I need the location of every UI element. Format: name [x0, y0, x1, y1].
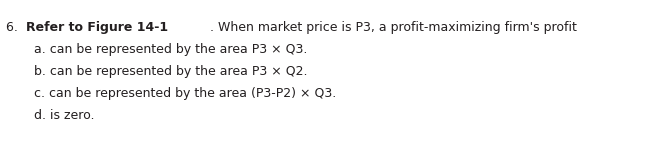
Text: Refer to Figure 14-1: Refer to Figure 14-1 — [26, 21, 169, 34]
Text: a. can be represented by the area P3 × Q3.: a. can be represented by the area P3 × Q… — [34, 43, 307, 56]
Text: c. can be represented by the area (P3-P2) × Q3.: c. can be represented by the area (P3-P2… — [34, 87, 336, 100]
Text: 6.: 6. — [6, 21, 22, 34]
Text: d. is zero.: d. is zero. — [34, 109, 95, 122]
Text: b. can be represented by the area P3 × Q2.: b. can be represented by the area P3 × Q… — [34, 65, 308, 78]
Text: . When market price is P3, a profit-maximizing firm's profit: . When market price is P3, a profit-maxi… — [210, 21, 577, 34]
